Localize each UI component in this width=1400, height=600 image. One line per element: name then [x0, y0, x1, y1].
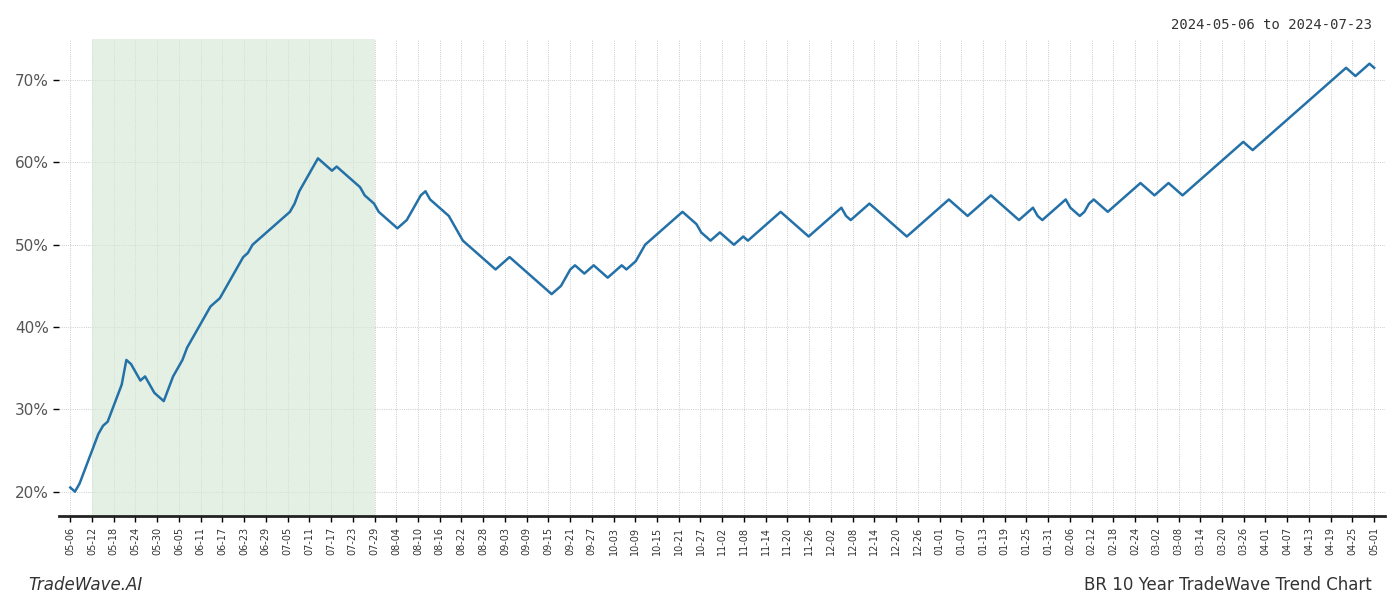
Text: 2024-05-06 to 2024-07-23: 2024-05-06 to 2024-07-23	[1170, 18, 1372, 32]
Text: TradeWave.AI: TradeWave.AI	[28, 576, 143, 594]
Bar	[92, 39, 375, 517]
Text: BR 10 Year TradeWave Trend Chart: BR 10 Year TradeWave Trend Chart	[1084, 576, 1372, 594]
